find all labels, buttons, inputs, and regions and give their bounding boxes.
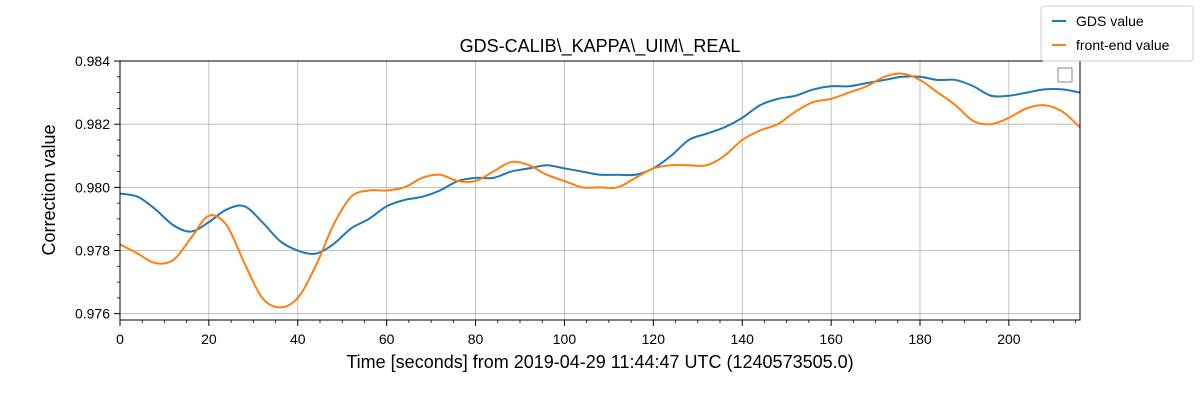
y-tick-label: 0.980	[75, 179, 110, 195]
x-tick-label: 20	[201, 331, 217, 347]
y-tick-label: 0.978	[75, 243, 110, 259]
x-tick-label: 60	[379, 331, 395, 347]
y-axis-label: Correction value	[39, 124, 59, 255]
y-tick-label: 0.982	[75, 116, 110, 132]
x-tick-label: 100	[553, 331, 577, 347]
series-line-gds-value	[120, 75, 1080, 255]
plot-frame	[119, 60, 1081, 321]
series-line-front-end-value	[120, 72, 1080, 309]
x-tick-label: 140	[731, 331, 755, 347]
x-tick-label: 120	[642, 331, 666, 347]
x-tick-label: 40	[290, 331, 306, 347]
ticks: 0 20 40 60 80 100 120 140 160 180 200 0.976 0.978 0.9…	[75, 53, 1076, 347]
legend-label-gds-value: GDS value	[1076, 13, 1144, 29]
plot-area	[120, 61, 1080, 320]
legend-label-front-end-value: front-end value	[1076, 37, 1170, 53]
x-tick-label: 200	[997, 331, 1021, 347]
x-tick-label: 160	[819, 331, 843, 347]
x-axis-label: Time [seconds] from 2019-04-29 11:44:47 …	[346, 352, 853, 372]
chart-title: GDS-CALIB\_KAPPA\_UIM\_REAL	[460, 36, 741, 57]
series-layer	[120, 72, 1080, 309]
y-tick-label: 0.976	[75, 306, 110, 322]
x-tick-label: 80	[468, 331, 484, 347]
x-tick-label: 0	[116, 331, 124, 347]
legend: GDS value front-end value	[1040, 5, 1194, 62]
y-tick-label: 0.984	[75, 53, 110, 69]
x-tick-label: 180	[908, 331, 932, 347]
empty-legend-box	[1057, 67, 1073, 83]
legend-frame	[1040, 5, 1194, 62]
